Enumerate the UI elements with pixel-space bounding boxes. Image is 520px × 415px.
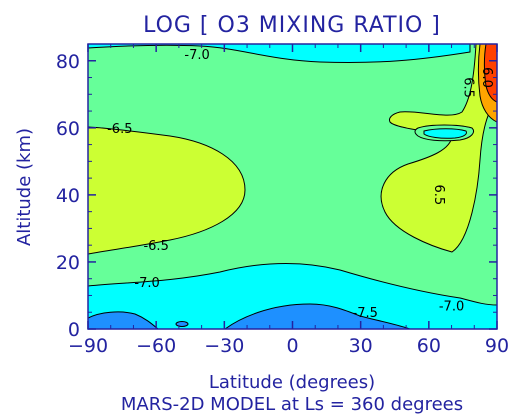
x-tick-label: −90 — [68, 335, 108, 357]
x-tick-label: −30 — [204, 335, 244, 357]
contour-label: -7.0 — [184, 48, 209, 63]
contour-label: -7.5 — [353, 306, 378, 321]
x-tick-label: 60 — [417, 335, 441, 357]
region-bottom-blue-middle — [224, 303, 411, 329]
axis-ticks: −90 −60 −30 0 30 60 90 0 20 40 60 80 — [56, 44, 509, 357]
y-tick-label: 20 — [56, 252, 80, 274]
y-axis-label: Altitude (km) — [14, 128, 35, 246]
contour-label: -6.5 — [143, 239, 168, 254]
region-bottom-cyan — [88, 262, 497, 329]
x-tick-label: 0 — [286, 335, 298, 357]
region-left-yellow — [88, 126, 246, 255]
region-red — [484, 44, 497, 103]
region-top-cyan — [88, 44, 471, 64]
contour-label: 6.0 — [479, 67, 494, 88]
y-tick-label: 40 — [56, 185, 80, 207]
contour-label: -7.0 — [134, 276, 159, 291]
x-tick-label: −60 — [136, 335, 176, 357]
y-tick-label: 60 — [56, 118, 80, 140]
y-tick-label: 0 — [68, 319, 80, 341]
contour-label: -7.0 — [439, 300, 464, 315]
y-tick-label: 80 — [56, 51, 80, 73]
region-right-yellow — [380, 44, 497, 253]
contour-field: -7.0-6.5-6.5-7.0-7.5 -7.06.5 6.06.5 — [88, 44, 497, 329]
x-tick-label: 30 — [349, 335, 373, 357]
contour-label: -6.5 — [107, 122, 132, 137]
region-cyan-island — [423, 128, 467, 139]
model-caption: MARS-2D MODEL at Ls = 360 degrees — [121, 394, 463, 415]
chart-title: LOG [ O3 MIXING RATIO ] — [143, 13, 441, 38]
contour-label: 6.5 — [461, 77, 476, 98]
contour-label: 6.5 — [431, 185, 446, 206]
region-small-blue-blob — [175, 321, 189, 327]
x-axis-label: Latitude (degrees) — [209, 372, 375, 393]
x-tick-label: 90 — [485, 335, 509, 357]
